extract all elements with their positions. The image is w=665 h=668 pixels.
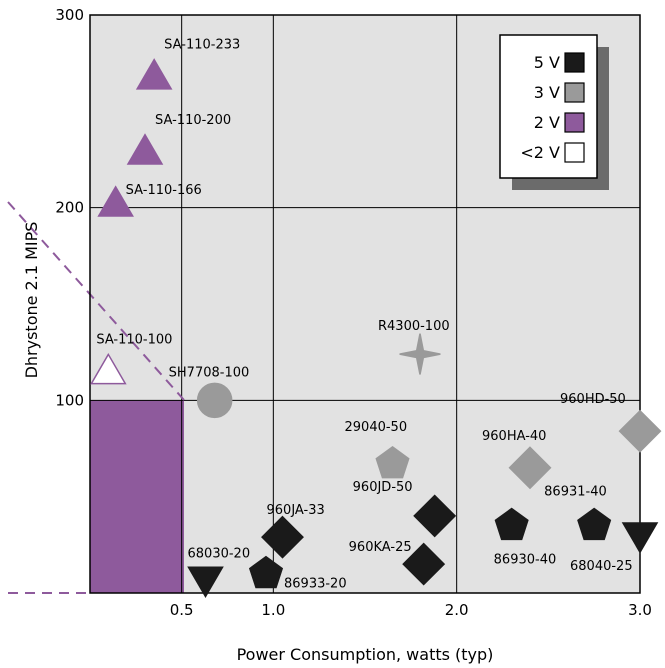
highlight-region — [90, 400, 184, 593]
point-label: 960HD-50 — [560, 392, 626, 407]
point-label: SA-110-233 — [164, 38, 240, 53]
legend-swatch — [564, 112, 585, 133]
marker-SA-110-200 — [126, 133, 164, 165]
marker-29040-50 — [375, 445, 410, 479]
legend-label: <2 V — [520, 143, 560, 162]
marker-68040-25 — [621, 522, 659, 554]
point-label: 960JD-50 — [353, 480, 413, 495]
marker-960HD-50 — [618, 409, 662, 453]
y-tick-label: 200 — [55, 199, 84, 217]
legend-swatch — [564, 142, 585, 163]
point-label: 960KA-25 — [349, 540, 412, 555]
marker-960JA-33 — [261, 515, 304, 559]
x-axis-label: Power Consumption, watts (typ) — [237, 645, 494, 664]
marker-960KA-25 — [402, 542, 446, 586]
marker-86930-40 — [494, 507, 529, 541]
point-label: SA-110-100 — [96, 332, 172, 347]
point-label: 68030-20 — [188, 547, 251, 562]
marker-960JD-50 — [413, 494, 457, 538]
y-tick-label: 100 — [55, 391, 84, 409]
x-tick-label: 2.0 — [445, 601, 469, 619]
x-tick-label: 1.0 — [261, 601, 285, 619]
point-label: 29040-50 — [345, 420, 408, 435]
marker-R4300-100 — [399, 333, 441, 375]
legend-swatch — [564, 52, 585, 73]
gridlines — [90, 15, 640, 593]
point-label: SH7708-100 — [169, 365, 250, 380]
point-label: 960JA-33 — [267, 503, 325, 518]
marker-86931-40 — [577, 507, 612, 541]
marker-960HA-40 — [508, 446, 552, 490]
point-label: SA-110-166 — [126, 183, 202, 198]
point-label: R4300-100 — [378, 319, 450, 334]
x-tick-label: 3.0 — [628, 601, 652, 619]
marker-SA-110-233 — [135, 58, 173, 90]
x-tick-label: 0.5 — [170, 601, 194, 619]
legend-label: 2 V — [534, 113, 560, 132]
legend-label: 5 V — [534, 53, 560, 72]
point-label: 86930-40 — [494, 553, 557, 568]
y-axis-label: Dhrystone 2.1 MIPS — [22, 222, 41, 379]
marker-86933-20 — [248, 555, 284, 589]
legend-swatch — [564, 82, 585, 103]
point-label: 86933-20 — [284, 577, 347, 592]
point-label: 86931-40 — [544, 485, 607, 500]
legend-label: 3 V — [534, 83, 560, 102]
point-label: SA-110-200 — [155, 113, 231, 128]
plot-frame — [89, 14, 641, 594]
marker-SA-110-166 — [97, 185, 134, 217]
y-tick-label: 300 — [55, 6, 84, 24]
legend: 5 V 3 V 2 V <2 V — [499, 34, 609, 190]
tick-labels: 0.5 1.0 2.0 3.0 100 200 300 — [55, 6, 652, 619]
marker-68030-20 — [187, 566, 224, 599]
marker-SA-110-100 — [90, 352, 127, 385]
data-points: SA-110-233 SA-110-200 SA-110-166 SA-110-100… — [90, 38, 662, 599]
point-label: 68040-25 — [570, 559, 633, 574]
marker-SH7708-100 — [196, 382, 233, 419]
point-label: 960HA-40 — [482, 429, 546, 444]
